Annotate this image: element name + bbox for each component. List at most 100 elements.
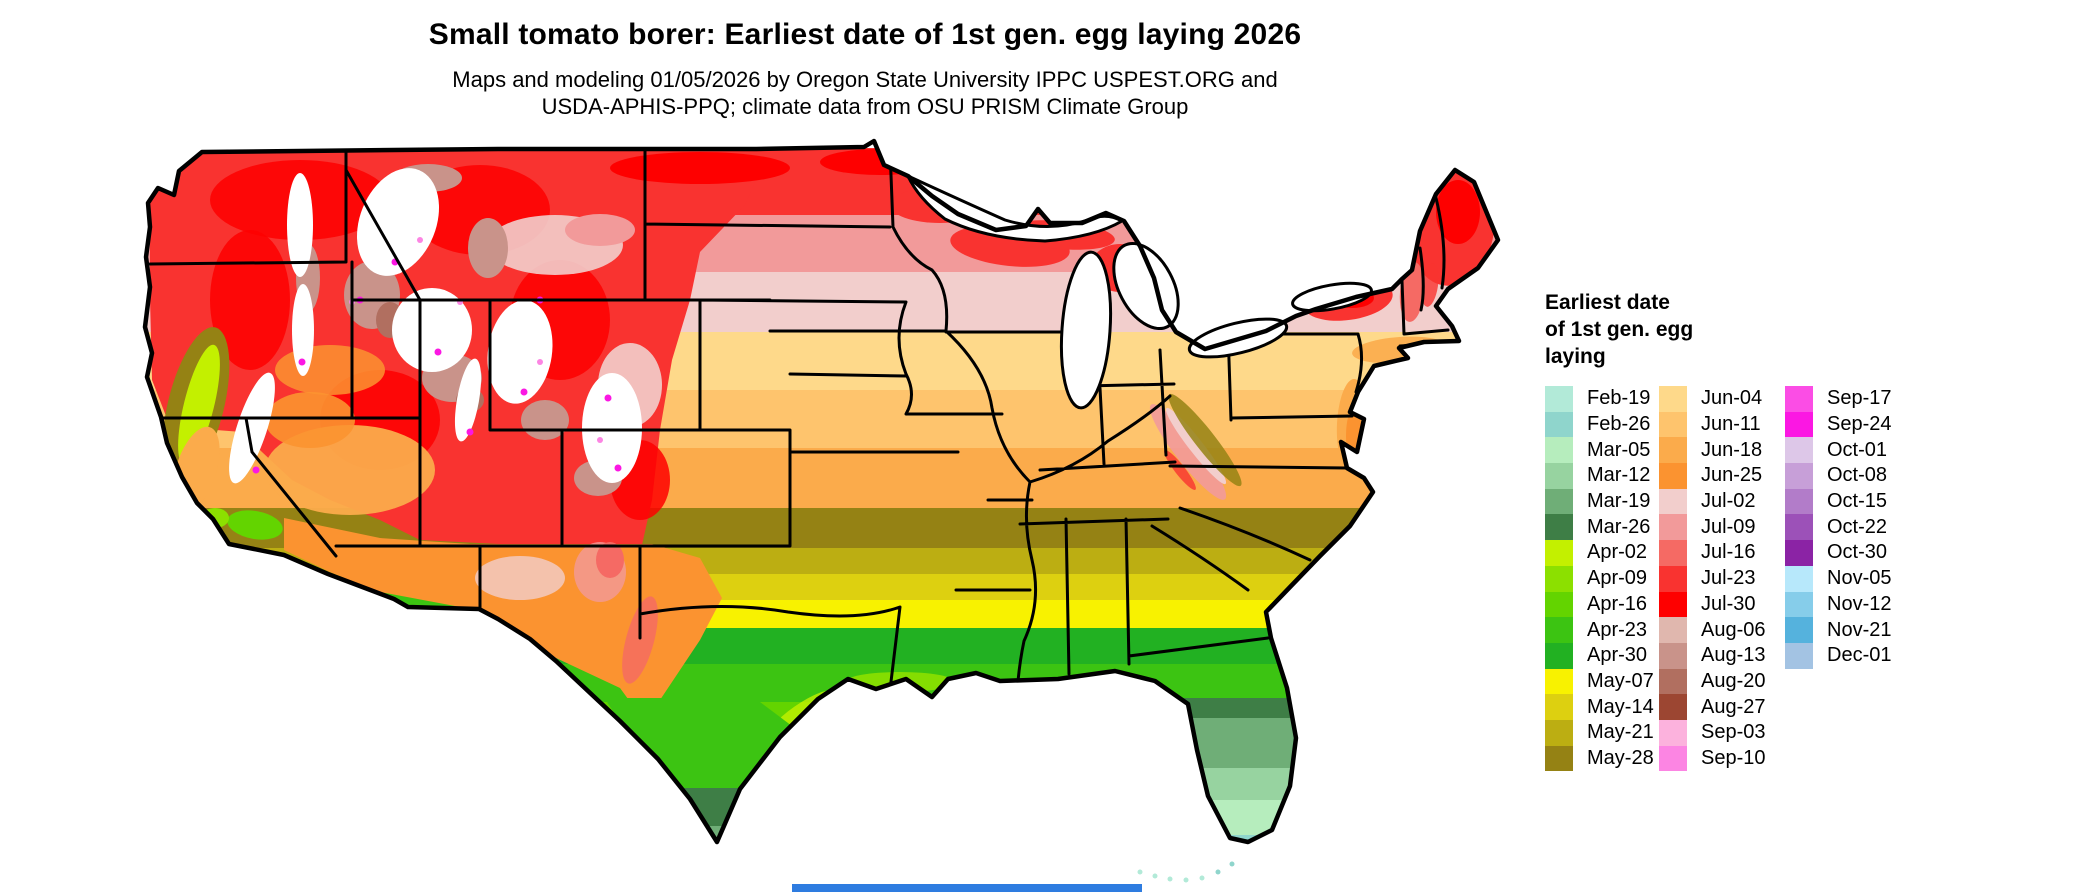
late-date-speck (604, 394, 612, 402)
legend-swatch (1545, 514, 1573, 541)
legend-row: Nov-05 (1785, 565, 1892, 592)
legend-swatch (1659, 514, 1687, 541)
bottom-blue-bar (792, 884, 1142, 892)
legend-date-label: Jun-25 (1701, 464, 1763, 487)
legend-row: Mar-05 (1545, 437, 1654, 464)
legend-row: Apr-23 (1545, 617, 1654, 643)
subtitle-line-1: Maps and modeling 01/05/2026 by Oregon S… (452, 67, 1278, 92)
legend-row: Jun-25 (1659, 463, 1766, 489)
legend-date-label: Sep-17 (1827, 387, 1892, 410)
legend-row: Jul-23 (1659, 565, 1766, 592)
legend-date-label: Apr-23 (1587, 618, 1648, 641)
legend-row: May-28 (1545, 745, 1654, 772)
legend-date-label: Oct-30 (1827, 541, 1888, 564)
title-block: Small tomato borer: Earliest date of 1st… (0, 0, 1730, 120)
legend-swatch (1785, 642, 1813, 669)
legend-row: May-21 (1545, 719, 1654, 746)
map-region-blob (565, 214, 635, 246)
legend-swatch (1659, 617, 1687, 643)
great-lakes (904, 172, 1373, 410)
legend-row: Sep-24 (1785, 411, 1892, 438)
nodata-patch (487, 300, 553, 404)
legend-swatch (1659, 565, 1687, 592)
legend-date-label: Jul-16 (1701, 541, 1756, 564)
legend-swatch (1545, 411, 1573, 438)
legend-swatch (1545, 437, 1573, 464)
legend-row: Oct-01 (1785, 437, 1892, 464)
legend-row: Jun-11 (1659, 411, 1766, 438)
legend-date-label: May-28 (1587, 746, 1654, 769)
legend-swatch (1659, 719, 1687, 746)
legend-row: Mar-19 (1545, 488, 1654, 515)
legend-date-label: Feb-19 (1587, 387, 1651, 410)
legend-date-label: Jun-11 (1701, 413, 1761, 436)
legend-date-label: Nov-21 (1827, 618, 1892, 641)
map-band (1128, 698, 1298, 718)
central-valley-core (178, 344, 220, 466)
legend-row: Nov-21 (1785, 617, 1892, 643)
legend-swatch (1659, 411, 1687, 438)
key-islet (1229, 861, 1235, 867)
late-date-speck (537, 359, 543, 365)
legend-column-3: Sep-17 Sep-24 Oct-01 Oct-08 Oct-15 Oct-22 Oct-… (1785, 386, 1892, 669)
legend-swatch (1785, 488, 1813, 515)
legend-swatch (1659, 591, 1687, 618)
legend-date-label: Mar-26 (1587, 515, 1651, 538)
key-islet (1215, 869, 1221, 875)
florida-keys (1137, 861, 1235, 883)
legend-row: May-07 (1545, 668, 1654, 695)
legend-row: Aug-06 (1659, 617, 1766, 643)
legend-row: Jul-09 (1659, 514, 1766, 541)
legend-date-label: May-14 (1587, 695, 1654, 718)
legend-row: Jul-30 (1659, 591, 1766, 618)
legend-date-label: Jul-02 (1701, 490, 1756, 513)
map-region-blob (1421, 263, 1439, 307)
legend-date-label: Dec-01 (1827, 644, 1892, 667)
map-region-blob (1164, 450, 1196, 490)
legend-date-label: Apr-09 (1587, 567, 1648, 590)
legend-swatch (1785, 591, 1813, 618)
page-title: Small tomato borer: Earliest date of 1st… (428, 18, 1302, 51)
legend-date-label: Sep-24 (1827, 413, 1892, 436)
subtitle-line-2: USDA-APHIS-PPQ; climate data from OSU PR… (541, 94, 1189, 119)
map-band (1128, 718, 1298, 768)
map-fill-layer (145, 147, 1498, 842)
legend-swatch (1785, 411, 1813, 438)
map-band (145, 792, 1498, 820)
legend-row: Oct-30 (1785, 540, 1892, 566)
legend-row: Jul-02 (1659, 488, 1766, 515)
legend-row: Apr-09 (1545, 565, 1654, 592)
mountain-nodata-patches (229, 164, 642, 496)
legend-row: Mar-12 (1545, 463, 1654, 489)
legend-row: Mar-26 (1545, 514, 1654, 541)
key-islet (1199, 875, 1205, 881)
map-band (1128, 800, 1298, 835)
map-region-blob (1149, 404, 1227, 500)
legend-row: Aug-20 (1659, 668, 1766, 695)
legend-date-label: Jul-30 (1701, 592, 1756, 615)
map-band (145, 820, 1498, 842)
map-band (145, 702, 1498, 734)
map-band (145, 664, 1498, 702)
legend-date-label: Apr-02 (1587, 541, 1648, 564)
legend-title-line: Earliest date (1545, 291, 1670, 314)
legend-swatch (1545, 488, 1573, 515)
legend-row: Feb-26 (1545, 411, 1654, 438)
nodata-patch (392, 288, 472, 372)
map-band (598, 826, 792, 842)
legend-swatch (1545, 463, 1573, 489)
map-region-blob (1436, 180, 1480, 244)
legend-date-label: Aug-20 (1701, 669, 1766, 692)
map-band (145, 734, 1498, 764)
legend-swatch (1545, 540, 1573, 566)
legend-date-label: Mar-12 (1587, 464, 1651, 487)
legend-title-line: laying (1545, 345, 1606, 368)
nodata-patch (229, 372, 275, 484)
map-region-blob (227, 510, 283, 540)
legend-title-line: of 1st gen. egg (1545, 318, 1694, 341)
legend-swatch (1785, 565, 1813, 592)
legend-date-label: Oct-01 (1827, 438, 1888, 461)
legend-date-label: Apr-16 (1587, 592, 1648, 615)
